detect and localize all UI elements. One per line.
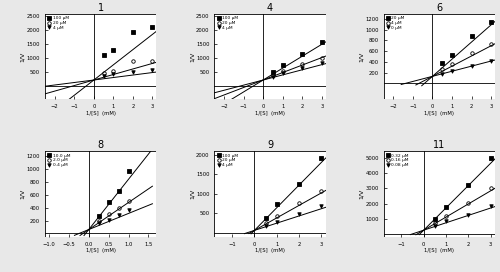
Title: 8: 8 — [98, 140, 104, 150]
Legend: 100 μM, 20 μM, 4 μM: 100 μM, 20 μM, 4 μM — [216, 153, 238, 168]
Legend: 10.0 μM, 2.0 μM, 0.4 μM: 10.0 μM, 2.0 μM, 0.4 μM — [47, 153, 70, 168]
X-axis label: 1/[S]  (mM): 1/[S] (mM) — [255, 111, 285, 116]
Legend: 100 μM, 20 μM, 4 μM: 100 μM, 20 μM, 4 μM — [216, 16, 238, 30]
X-axis label: 1/[S]  (mM): 1/[S] (mM) — [86, 248, 116, 253]
Y-axis label: 1/V: 1/V — [20, 51, 25, 62]
Y-axis label: 1/V: 1/V — [190, 51, 194, 62]
Legend: 20 μM, 4 μM, 0 μM: 20 μM, 4 μM, 0 μM — [386, 16, 405, 30]
Y-axis label: 1/V: 1/V — [20, 188, 25, 199]
Y-axis label: 1/V: 1/V — [359, 188, 364, 199]
Legend: 100 μM, 20 μM, 4 μM: 100 μM, 20 μM, 4 μM — [47, 16, 69, 30]
Y-axis label: 1/V: 1/V — [190, 188, 194, 199]
Title: 6: 6 — [436, 3, 442, 13]
Title: 4: 4 — [267, 3, 273, 13]
Title: 11: 11 — [433, 140, 446, 150]
X-axis label: 1/[S]  (mM): 1/[S] (mM) — [424, 248, 454, 253]
Title: 9: 9 — [267, 140, 273, 150]
Legend: 0.32 μM, 0.16 μM, 0.08 μM: 0.32 μM, 0.16 μM, 0.08 μM — [386, 153, 409, 168]
X-axis label: 1/[S]  (mM): 1/[S] (mM) — [255, 248, 285, 253]
Title: 1: 1 — [98, 3, 104, 13]
X-axis label: 1/[S]  (mM): 1/[S] (mM) — [424, 111, 454, 116]
Y-axis label: 1/V: 1/V — [359, 51, 364, 62]
X-axis label: 1/[S]  (mM): 1/[S] (mM) — [86, 111, 116, 116]
